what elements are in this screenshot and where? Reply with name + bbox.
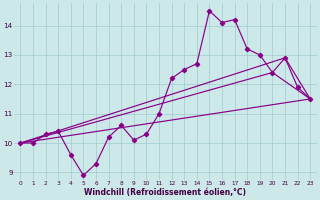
- X-axis label: Windchill (Refroidissement éolien,°C): Windchill (Refroidissement éolien,°C): [84, 188, 246, 197]
